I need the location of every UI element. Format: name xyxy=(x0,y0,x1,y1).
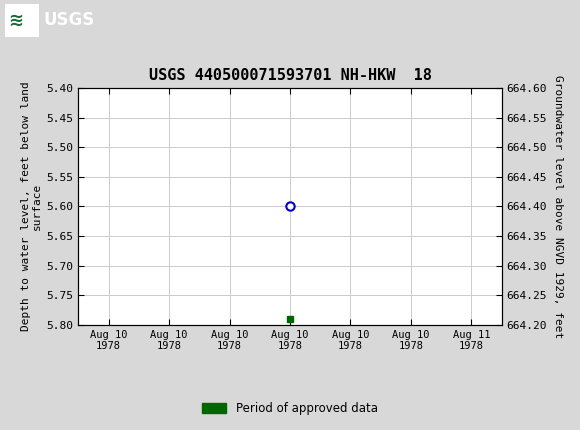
Y-axis label: Groundwater level above NGVD 1929, feet: Groundwater level above NGVD 1929, feet xyxy=(553,75,563,338)
FancyBboxPatch shape xyxy=(5,4,39,37)
Text: USGS: USGS xyxy=(44,12,95,29)
Y-axis label: Depth to water level, feet below land
surface: Depth to water level, feet below land su… xyxy=(21,82,42,331)
Title: USGS 440500071593701 NH-HKW  18: USGS 440500071593701 NH-HKW 18 xyxy=(148,68,432,83)
Legend: Period of approved data: Period of approved data xyxy=(198,397,382,420)
Text: ≋: ≋ xyxy=(8,12,23,29)
